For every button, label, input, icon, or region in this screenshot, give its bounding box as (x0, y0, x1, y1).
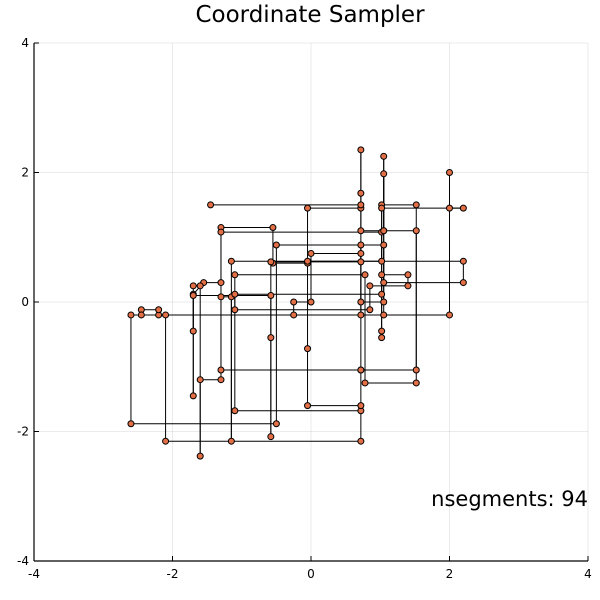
sample-point (357, 249, 365, 257)
sample-point (380, 298, 388, 306)
y-tick-label: 4 (21, 36, 29, 50)
sample-point (412, 366, 420, 374)
x-tick-label: 2 (446, 567, 454, 581)
sample-point (357, 311, 365, 319)
sample-point (155, 306, 163, 314)
sample-point (189, 392, 197, 400)
sample-point (127, 420, 135, 428)
sample-point (459, 257, 467, 265)
sample-point (412, 201, 420, 209)
sample-point (217, 293, 225, 301)
sample-point (196, 376, 204, 384)
sample-point (378, 204, 386, 212)
sample-point (378, 327, 386, 335)
sample-point (404, 271, 412, 279)
sample-point (380, 170, 388, 178)
y-tick-label: 0 (21, 295, 29, 309)
sample-point (404, 282, 412, 290)
sample-point (162, 311, 170, 319)
sample-point (304, 402, 312, 410)
sample-point (412, 227, 420, 235)
sample-point (196, 452, 204, 460)
sample-point (412, 379, 420, 387)
sample-point (207, 201, 215, 209)
sample-point (217, 279, 225, 287)
sample-point (357, 201, 365, 209)
sample-point (290, 311, 298, 319)
sample-point (459, 204, 467, 212)
sample-point (378, 271, 386, 279)
x-tick-label: 4 (584, 567, 592, 581)
sample-point (217, 228, 225, 236)
sample-point (357, 437, 365, 445)
sample-point (357, 189, 365, 197)
sample-point (357, 146, 365, 154)
sample-point (196, 282, 204, 290)
sample-point (189, 282, 197, 290)
sample-point (361, 271, 369, 279)
sample-point (361, 379, 369, 387)
sample-point (378, 290, 386, 298)
sample-point (267, 292, 275, 300)
sample-point (267, 258, 275, 266)
sample-point (127, 311, 135, 319)
chart-title: Coordinate Sampler (195, 2, 425, 28)
sample-point (446, 169, 453, 176)
sample-point (231, 407, 239, 415)
sample-point (378, 257, 386, 265)
sample-point (231, 290, 239, 298)
sample-point (189, 292, 197, 300)
sample-point (304, 345, 312, 353)
sample-point (366, 282, 374, 290)
sample-point (307, 249, 315, 257)
sample-point (357, 227, 365, 235)
sample-point (269, 224, 277, 232)
sample-point (272, 420, 280, 428)
sample-point (189, 327, 197, 335)
sample-point (380, 152, 388, 160)
sample-point (357, 366, 365, 374)
y-tick-label: -4 (17, 554, 29, 568)
sample-point (267, 433, 275, 441)
x-tick-label: 0 (307, 567, 315, 581)
sample-point (227, 257, 235, 265)
sample-point (459, 279, 467, 287)
y-tick-label: 2 (21, 166, 29, 180)
sample-point (380, 241, 388, 249)
tick-labels: -4 -2 0 2 4 -4 -2 0 2 4 (17, 36, 592, 581)
sampler-segments (130, 149, 464, 457)
sample-point (231, 271, 239, 279)
sample-point (380, 311, 388, 319)
sample-point (366, 306, 374, 314)
x-tick-label: -4 (28, 567, 40, 581)
sample-point (304, 204, 312, 212)
sample-point (137, 311, 145, 319)
sample-point (380, 279, 388, 287)
sample-point (272, 241, 280, 249)
sample-point (217, 366, 225, 374)
sample-point (357, 241, 365, 249)
sample-point (217, 376, 225, 384)
sample-point (307, 298, 315, 306)
sample-point (378, 334, 386, 342)
sample-point (446, 311, 453, 319)
sample-point (162, 437, 170, 445)
sample-point (267, 334, 275, 342)
x-tick-label: -2 (167, 567, 179, 581)
y-tick-label: -2 (17, 425, 29, 439)
sample-point (446, 204, 453, 212)
sample-point (357, 258, 365, 266)
sample-point (290, 298, 298, 306)
sample-point (357, 402, 365, 410)
sample-point (357, 298, 365, 306)
sample-point (304, 257, 312, 265)
sample-point (227, 437, 235, 445)
sample-points (127, 146, 467, 460)
sample-point (231, 306, 239, 314)
sample-point (380, 227, 388, 235)
nsegments-annotation: nsegments: 94 (431, 487, 588, 511)
